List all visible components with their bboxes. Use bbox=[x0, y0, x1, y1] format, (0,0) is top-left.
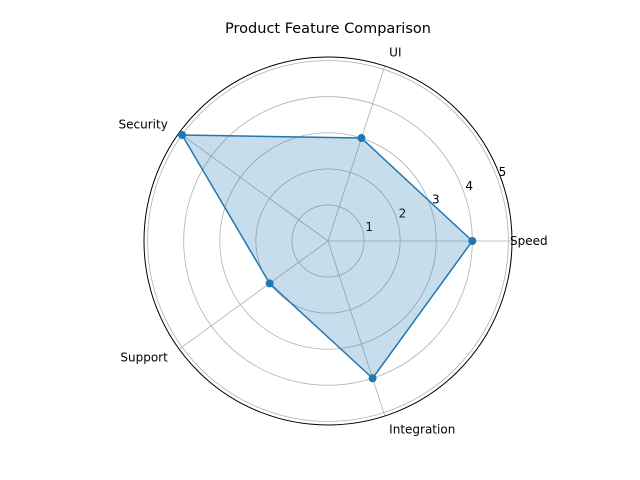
category-label-ui: UI bbox=[389, 46, 401, 60]
data-point-security bbox=[178, 130, 187, 139]
category-label-speed: Speed bbox=[510, 234, 548, 248]
category-label-support: Support bbox=[120, 350, 168, 364]
polar-frame bbox=[143, 56, 513, 426]
series-layer bbox=[178, 130, 477, 383]
spoke-ui bbox=[327, 65, 386, 242]
spoke-integration bbox=[327, 240, 386, 417]
radial-tick-labels: 1 2 3 4 5 bbox=[365, 165, 506, 234]
category-labels: Speed UI Security Support Integration bbox=[119, 46, 548, 437]
rtick-label-5: 5 bbox=[499, 165, 507, 179]
rtick-label-2: 2 bbox=[399, 206, 407, 220]
data-point-support bbox=[265, 279, 274, 288]
series-area bbox=[182, 134, 473, 379]
rtick-label-3: 3 bbox=[432, 193, 440, 207]
data-point-integration bbox=[368, 374, 377, 383]
data-point-ui bbox=[357, 134, 366, 143]
category-label-integration: Integration bbox=[389, 422, 455, 436]
rtick-label-4: 4 bbox=[465, 179, 473, 193]
category-label-security: Security bbox=[119, 118, 168, 132]
spoke-security bbox=[178, 132, 329, 242]
data-point-speed bbox=[468, 237, 477, 245]
series-line bbox=[181, 134, 474, 379]
spoke-support bbox=[178, 240, 329, 350]
rtick-label-1: 1 bbox=[365, 220, 373, 234]
chart-title: Product Feature Comparison bbox=[225, 21, 431, 37]
